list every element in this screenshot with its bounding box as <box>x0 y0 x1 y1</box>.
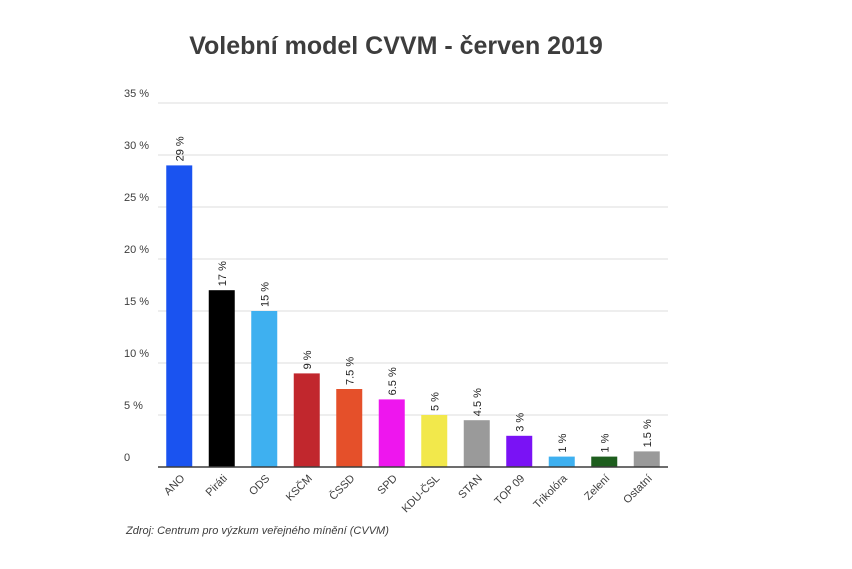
x-tick-label: ODS <box>247 473 272 498</box>
y-tick-label: 5 % <box>124 400 143 412</box>
y-tick-label: 15 % <box>124 296 149 308</box>
chart-title: Volební model CVVM - červen 2019 <box>189 32 603 60</box>
data-label: 15 % <box>259 282 271 307</box>
bar-STAN <box>463 420 490 467</box>
data-label: 6.5 % <box>387 367 399 395</box>
data-label: 1 % <box>599 433 611 452</box>
y-tick-label: 0 <box>124 452 130 464</box>
data-label: 9 % <box>302 350 314 369</box>
x-tick-label: STAN <box>456 473 485 502</box>
bar-KDU-ČSL <box>421 415 448 467</box>
x-tick-label: Trikolóra <box>531 472 570 511</box>
x-tick-label: Zelení <box>582 473 612 503</box>
x-tick-label: ČSSD <box>327 472 358 503</box>
y-tick-label: 30 % <box>124 140 149 152</box>
data-label: 29 % <box>174 136 186 161</box>
bar-ČSSD <box>336 389 363 467</box>
x-tick-label: SPD <box>375 473 400 498</box>
x-tick-label: Ostatní <box>621 473 655 507</box>
data-label: 1.5 % <box>642 419 654 447</box>
data-label: 1 % <box>557 433 569 452</box>
source-note: Zdroj: Centrum pro výzkum veřejného míně… <box>126 525 389 537</box>
data-label: 4.5 % <box>472 388 484 416</box>
bar-SPD <box>378 399 405 467</box>
data-label: 3 % <box>514 413 526 432</box>
data-label: 7.5 % <box>344 357 356 385</box>
data-label: 17 % <box>217 261 229 286</box>
bar-Zelení <box>591 456 618 467</box>
y-tick-label: 25 % <box>124 192 149 204</box>
x-tick-label: KSČM <box>283 472 315 504</box>
bar-ANO <box>166 165 193 467</box>
x-tick-label: TOP 09 <box>492 473 527 508</box>
bar-Ostatní <box>633 451 660 467</box>
x-tick-label: Piráti <box>204 473 230 499</box>
y-tick-label: 10 % <box>124 348 149 360</box>
y-tick-label: 35 % <box>124 88 149 100</box>
bar-KSČM <box>293 373 320 467</box>
x-tick-label: ANO <box>162 472 188 498</box>
bar-ODS <box>251 311 278 467</box>
x-tick-label: KDU-ČSL <box>399 472 442 515</box>
bar-Trikolóra <box>548 456 575 467</box>
bar-TOP 09 <box>506 435 533 467</box>
bar-Piráti <box>208 290 235 467</box>
data-label: 5 % <box>429 392 441 411</box>
y-tick-label: 20 % <box>124 244 149 256</box>
